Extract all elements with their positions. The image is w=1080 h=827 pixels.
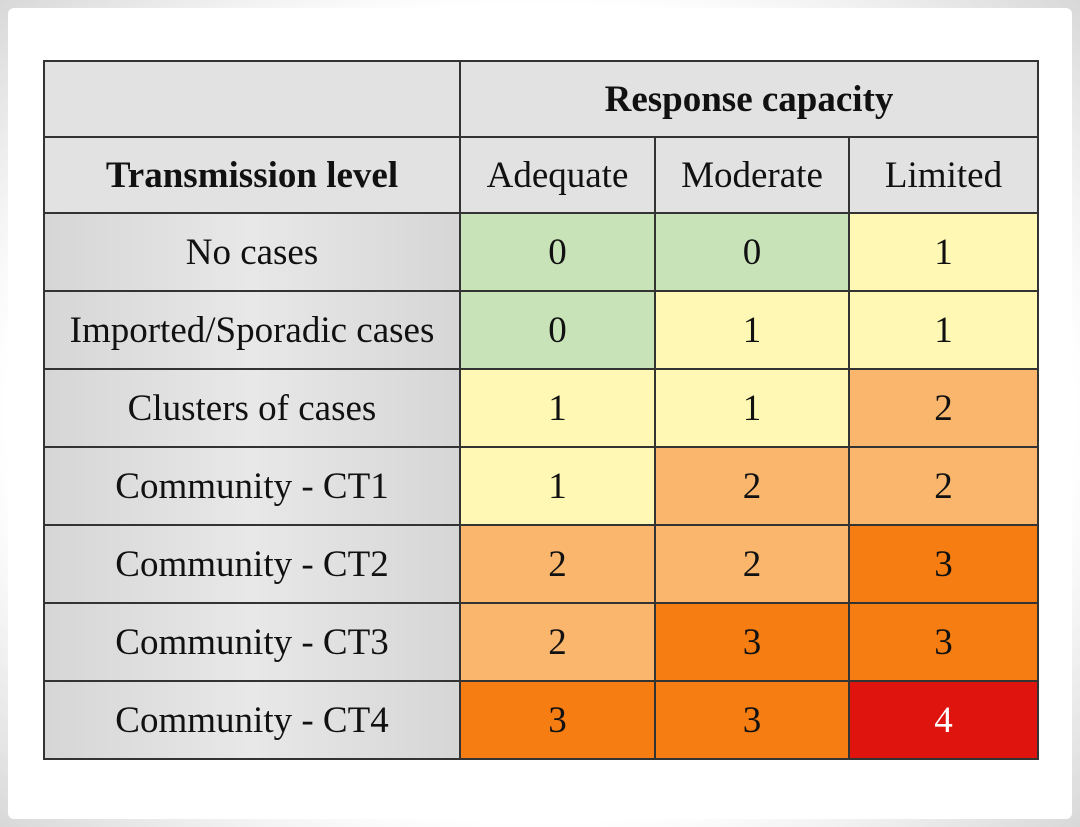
table-row: Community - CT1 1 2 2: [43, 446, 1039, 526]
table-header: Response capacity Transmission level Ade…: [43, 60, 1039, 214]
header-row: Response capacity: [43, 60, 1039, 138]
table-row: Community - CT3 2 3 3: [43, 602, 1039, 682]
level-cell: 3: [848, 602, 1039, 682]
level-cell: 3: [848, 524, 1039, 604]
level-cell: 1: [459, 368, 656, 448]
header-row: Transmission level Adequate Moderate Limit…: [43, 136, 1039, 214]
row-label: Community - CT1: [43, 446, 461, 526]
level-cell: 1: [459, 446, 656, 526]
table-row: Clusters of cases 1 1 2: [43, 368, 1039, 448]
group-header: Response capacity: [459, 60, 1039, 138]
level-cell: 1: [848, 290, 1039, 370]
row-label: Clusters of cases: [43, 368, 461, 448]
level-cell: 3: [654, 602, 850, 682]
table-row: Imported/Sporadic cases 0 1 1: [43, 290, 1039, 370]
row-label: Community - CT2: [43, 524, 461, 604]
column-header: Adequate: [459, 136, 656, 214]
level-cell: 0: [459, 290, 656, 370]
level-cell: 1: [848, 212, 1039, 292]
level-cell: 0: [654, 212, 850, 292]
level-cell: 2: [459, 602, 656, 682]
table-row: Community - CT2 2 2 3: [43, 524, 1039, 604]
level-cell: 4: [848, 680, 1039, 760]
row-label: Community - CT3: [43, 602, 461, 682]
level-cell: 0: [459, 212, 656, 292]
level-cell: 1: [654, 290, 850, 370]
row-label: No cases: [43, 212, 461, 292]
table-body: No cases 0 0 1 Imported/Sporadic cases 0 1 1 Clu…: [43, 212, 1039, 760]
level-cell: 2: [654, 446, 850, 526]
column-header: Limited: [848, 136, 1039, 214]
row-label: Imported/Sporadic cases: [43, 290, 461, 370]
level-cell: 2: [848, 368, 1039, 448]
level-cell: 3: [654, 680, 850, 760]
level-cell: 2: [654, 524, 850, 604]
column-header: Moderate: [654, 136, 850, 214]
row-header: Transmission level: [43, 136, 461, 214]
risk-table: Response capacity Transmission level Ade…: [43, 60, 1039, 760]
level-cell: 3: [459, 680, 656, 760]
level-cell: 2: [848, 446, 1039, 526]
level-cell: 1: [654, 368, 850, 448]
level-cell: 2: [459, 524, 656, 604]
table-row: No cases 0 0 1: [43, 212, 1039, 292]
table-row: Community - CT4 3 3 4: [43, 680, 1039, 760]
corner-cell: [43, 60, 461, 138]
row-label: Community - CT4: [43, 680, 461, 760]
